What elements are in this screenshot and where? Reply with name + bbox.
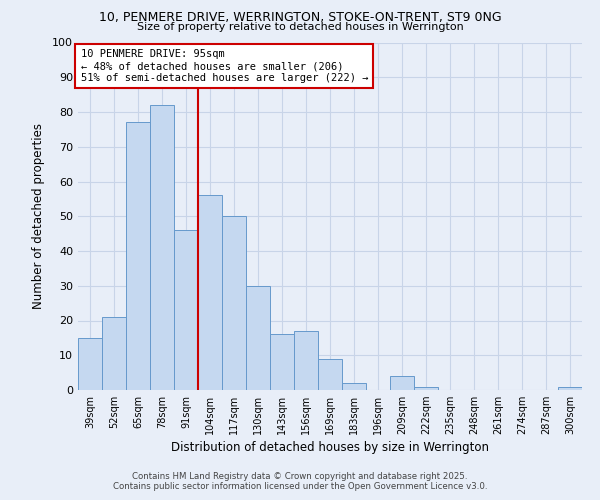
Text: 10, PENMERE DRIVE, WERRINGTON, STOKE-ON-TRENT, ST9 0NG: 10, PENMERE DRIVE, WERRINGTON, STOKE-ON-… [98, 11, 502, 24]
Bar [222, 216, 246, 390]
Bar [174, 230, 198, 390]
Bar [246, 286, 270, 390]
Bar [102, 317, 126, 390]
Text: Contains HM Land Registry data © Crown copyright and database right 2025.
Contai: Contains HM Land Registry data © Crown c… [113, 472, 487, 491]
Bar [414, 386, 438, 390]
Text: Size of property relative to detached houses in Werrington: Size of property relative to detached ho… [137, 22, 463, 32]
Bar [126, 122, 150, 390]
Bar [318, 358, 342, 390]
Bar [558, 386, 582, 390]
Bar [270, 334, 294, 390]
Bar [294, 331, 318, 390]
Bar [390, 376, 414, 390]
X-axis label: Distribution of detached houses by size in Werrington: Distribution of detached houses by size … [171, 442, 489, 454]
Bar [198, 196, 222, 390]
Bar [342, 383, 366, 390]
Y-axis label: Number of detached properties: Number of detached properties [32, 123, 45, 309]
Text: 10 PENMERE DRIVE: 95sqm
← 48% of detached houses are smaller (206)
51% of semi-d: 10 PENMERE DRIVE: 95sqm ← 48% of detache… [80, 50, 368, 82]
Bar [150, 105, 174, 390]
Bar [78, 338, 102, 390]
